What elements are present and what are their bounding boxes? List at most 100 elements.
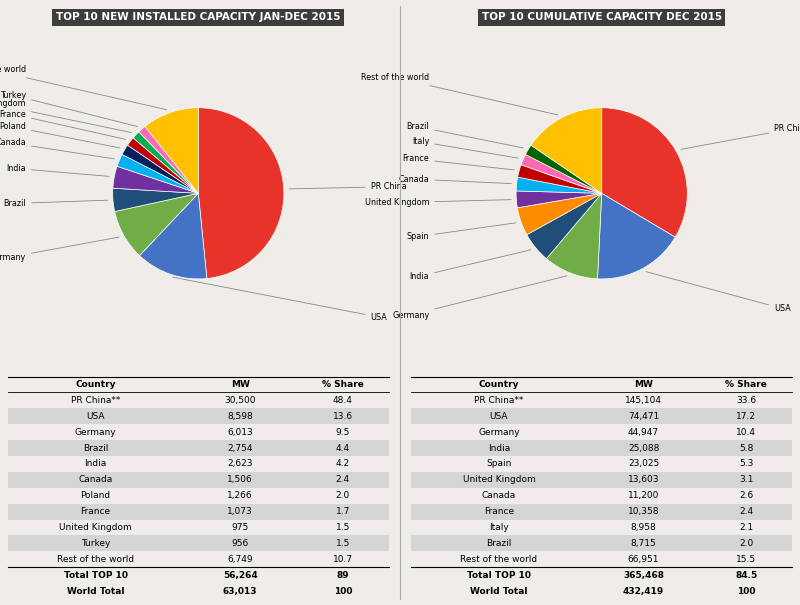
Text: Italy: Italy (412, 137, 518, 158)
Wedge shape (518, 194, 602, 235)
Text: Brazil: Brazil (3, 199, 108, 208)
Text: USA: USA (86, 412, 105, 420)
Text: 956: 956 (231, 539, 249, 548)
Text: 2.1: 2.1 (739, 523, 754, 532)
Text: 1,506: 1,506 (227, 476, 253, 484)
Text: PR China**: PR China** (71, 396, 120, 405)
Text: 10.4: 10.4 (736, 428, 756, 437)
Text: 1.5: 1.5 (336, 539, 350, 548)
Bar (411, 535, 792, 551)
Text: 2.6: 2.6 (739, 491, 754, 500)
Text: 2.0: 2.0 (739, 539, 754, 548)
Text: Spain: Spain (486, 459, 512, 468)
Text: Canada: Canada (482, 491, 516, 500)
Text: 10.7: 10.7 (333, 555, 353, 564)
Text: 6,749: 6,749 (227, 555, 253, 564)
Text: 30,500: 30,500 (225, 396, 256, 405)
Text: 23,025: 23,025 (628, 459, 659, 468)
Wedge shape (127, 138, 198, 194)
Text: TOP 10 CUMULATIVE CAPACITY DEC 2015: TOP 10 CUMULATIVE CAPACITY DEC 2015 (482, 12, 722, 22)
Text: 3.1: 3.1 (739, 476, 754, 484)
Text: USA: USA (173, 277, 387, 322)
Text: India: India (85, 459, 106, 468)
Text: USA: USA (490, 412, 508, 420)
Text: Poland: Poland (0, 122, 120, 148)
Text: % Share: % Share (322, 380, 364, 389)
Text: 25,088: 25,088 (628, 443, 659, 453)
Text: PR China: PR China (289, 182, 406, 191)
Text: Total TOP 10: Total TOP 10 (467, 571, 531, 580)
Text: India: India (410, 250, 531, 281)
Wedge shape (113, 166, 198, 194)
Text: USA: USA (646, 272, 791, 313)
Text: % Share: % Share (726, 380, 767, 389)
Bar (411, 408, 792, 424)
Text: 1,073: 1,073 (227, 507, 253, 516)
Wedge shape (526, 145, 602, 194)
Text: TOP 10 NEW INSTALLED CAPACITY JAN-DEC 2015: TOP 10 NEW INSTALLED CAPACITY JAN-DEC 20… (56, 12, 341, 22)
Wedge shape (526, 194, 602, 259)
Text: World Total: World Total (66, 586, 124, 595)
Wedge shape (598, 194, 675, 279)
Text: PR China**: PR China** (474, 396, 524, 405)
Text: 365,468: 365,468 (623, 571, 664, 580)
Text: 89: 89 (337, 571, 350, 580)
Text: 10,358: 10,358 (628, 507, 659, 516)
Text: 4.2: 4.2 (336, 459, 350, 468)
Text: 432,419: 432,419 (623, 586, 664, 595)
Text: 63,013: 63,013 (223, 586, 258, 595)
Text: 8,715: 8,715 (630, 539, 657, 548)
Text: Rest of the world: Rest of the world (0, 65, 166, 110)
Text: 1.5: 1.5 (336, 523, 350, 532)
Text: Canada: Canada (0, 139, 114, 159)
Text: 48.4: 48.4 (333, 396, 353, 405)
Text: United Kingdom: United Kingdom (0, 99, 131, 132)
Text: Germany: Germany (74, 428, 116, 437)
Text: Brazil: Brazil (406, 122, 523, 148)
Text: Germany: Germany (0, 237, 119, 262)
Text: Rest of the world: Rest of the world (362, 73, 558, 115)
Text: 2.4: 2.4 (739, 507, 754, 516)
Text: United Kingdom: United Kingdom (59, 523, 132, 532)
Wedge shape (602, 108, 687, 237)
Text: MW: MW (230, 380, 250, 389)
Wedge shape (531, 108, 602, 194)
Wedge shape (133, 132, 198, 194)
Wedge shape (145, 108, 198, 194)
Text: France: France (402, 154, 514, 170)
Text: 100: 100 (334, 586, 352, 595)
Text: 33.6: 33.6 (736, 396, 756, 405)
Text: United Kingdom: United Kingdom (462, 476, 535, 484)
Text: 44,947: 44,947 (628, 428, 659, 437)
Wedge shape (139, 126, 198, 194)
Text: 975: 975 (231, 523, 249, 532)
Text: 2,754: 2,754 (227, 443, 253, 453)
Wedge shape (139, 194, 207, 279)
Bar (8, 535, 389, 551)
Text: Canada: Canada (398, 175, 511, 183)
Bar (411, 440, 792, 456)
Text: Rest of the world: Rest of the world (57, 555, 134, 564)
Text: India: India (6, 164, 109, 177)
Text: 11,200: 11,200 (628, 491, 659, 500)
Text: France: France (81, 507, 110, 516)
Bar (8, 408, 389, 424)
Wedge shape (113, 188, 198, 212)
Text: Turkey: Turkey (81, 539, 110, 548)
Text: 8,598: 8,598 (227, 412, 253, 420)
Text: 15.5: 15.5 (736, 555, 756, 564)
Text: 66,951: 66,951 (628, 555, 659, 564)
Bar (8, 503, 389, 520)
Text: Rest of the world: Rest of the world (460, 555, 538, 564)
Text: 100: 100 (737, 586, 755, 595)
Bar (8, 472, 389, 488)
Wedge shape (546, 194, 602, 279)
Text: World Total: World Total (470, 586, 528, 595)
Wedge shape (117, 154, 198, 194)
Text: Total TOP 10: Total TOP 10 (63, 571, 127, 580)
Text: 74,471: 74,471 (628, 412, 659, 420)
Text: 5.8: 5.8 (739, 443, 754, 453)
Text: Italy: Italy (489, 523, 509, 532)
Text: Country: Country (478, 380, 519, 389)
Text: 1,266: 1,266 (227, 491, 253, 500)
